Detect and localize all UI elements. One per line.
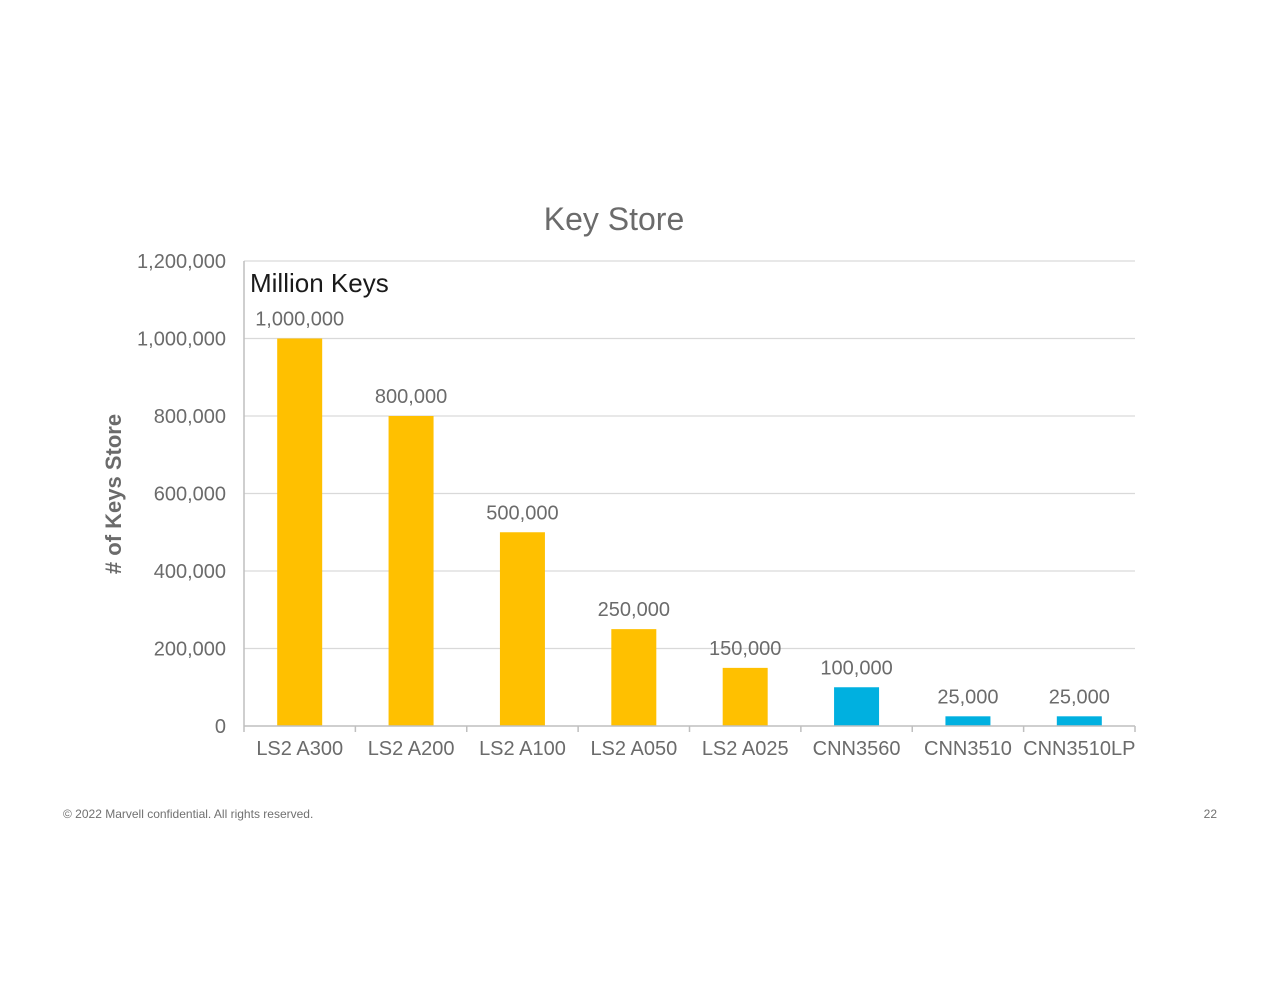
bar-ls2-a050 [611, 629, 657, 726]
bar-ls2-a300 [277, 338, 323, 726]
x-tick-label: LS2 A200 [368, 738, 455, 760]
x-tick-label: CNN3560 [813, 738, 901, 760]
y-tick-label: 600,000 [154, 484, 226, 506]
x-tick-label: LS2 A300 [256, 738, 343, 760]
bar-cnn3510 [945, 716, 991, 726]
data-label: 250,000 [598, 599, 670, 621]
x-tick-label: LS2 A050 [590, 738, 677, 760]
bar-ls2-a200 [388, 416, 434, 726]
copyright-notice: © 2022 Marvell confidential. All rights … [63, 807, 314, 821]
y-tick-label: 1,200,000 [137, 251, 226, 273]
chart-title: Key Store [544, 201, 685, 237]
chart-annotation: Million Keys [250, 268, 389, 298]
data-labels: 1,000,000 800,000 500,000 250,000 150,000 100… [255, 309, 1110, 709]
y-tick-label: 1,000,000 [137, 329, 226, 351]
bar-cnn3560 [834, 687, 880, 726]
data-label: 500,000 [486, 502, 558, 524]
bar-cnn3510lp [1056, 716, 1102, 726]
x-tick-label: CNN3510 [924, 738, 1012, 760]
bar-ls2-a025 [722, 667, 768, 726]
data-label: 100,000 [820, 657, 892, 679]
y-axis-label: # of Keys Store [101, 414, 126, 574]
gridlines [244, 260, 1135, 650]
y-tick-label: 400,000 [154, 561, 226, 583]
page-number: 22 [1203, 807, 1217, 821]
data-label: 800,000 [375, 386, 447, 408]
y-tick-label: 0 [215, 716, 226, 738]
x-axis: LS2 A300 LS2 A200 LS2 A100 LS2 A050 LS2 A025… [243, 261, 1136, 760]
y-tick-label: 800,000 [154, 406, 226, 428]
y-tick-label: 200,000 [154, 639, 226, 661]
x-tick-label: LS2 A025 [702, 738, 789, 760]
x-tick-label: LS2 A100 [479, 738, 566, 760]
key-store-chart: Key Store 0200,000400,000600,000800,0001… [101, 201, 1136, 760]
x-tick-label: CNN3510LP [1023, 738, 1135, 760]
bars [277, 338, 1102, 726]
y-axis-ticks: 0 200,000 400,000 600,000 800,000 1,000,000 1,… [137, 251, 226, 738]
bar-ls2-a100 [499, 532, 545, 726]
data-label: 25,000 [937, 686, 998, 708]
data-label: 1,000,000 [255, 309, 344, 331]
data-label: 25,000 [1049, 686, 1110, 708]
data-label: 150,000 [709, 638, 781, 660]
